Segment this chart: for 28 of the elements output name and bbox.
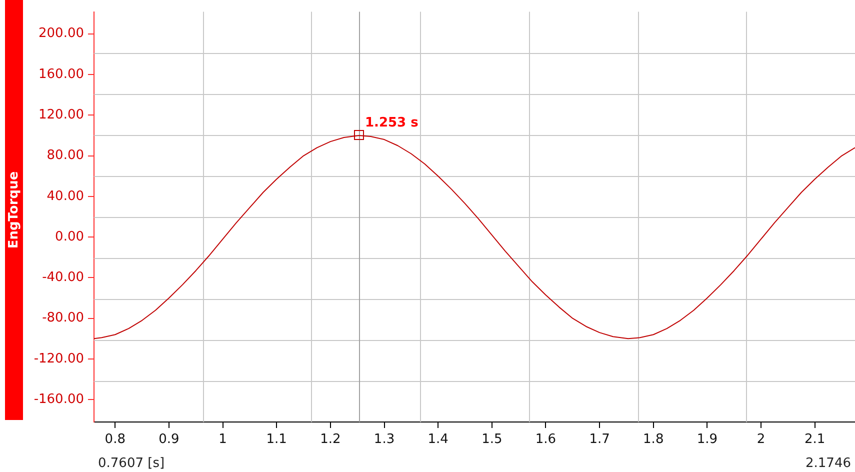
- x-tick-label: 1.1: [266, 432, 287, 448]
- x-tick-label: 1.5: [482, 432, 502, 448]
- x-tick-label: 0.8: [104, 432, 126, 448]
- x-tick-label: 1.8: [643, 432, 664, 448]
- text: 0.7607 [s]: [98, 456, 165, 471]
- x-tick-label: 1.2: [320, 432, 341, 448]
- y-tick-label: 40.00: [46, 188, 84, 204]
- x-tick-label: 0.9: [158, 432, 180, 448]
- text: 2.1746: [806, 456, 851, 471]
- y-tick-label: -160.00: [34, 392, 84, 408]
- y-tick-label: -80.00: [42, 310, 84, 326]
- y-tick-label: 200.00: [38, 26, 84, 42]
- x-tick-label: 1: [218, 432, 227, 448]
- y-tick-label: -40.00: [42, 270, 84, 286]
- y-tick-label: 120.00: [38, 108, 84, 123]
- y-tick-label: 80.00: [46, 148, 84, 164]
- x-tick-label: 1.6: [535, 432, 556, 448]
- x-tick-label: 2.1: [804, 432, 826, 448]
- x-tick-label: 1.4: [428, 432, 448, 448]
- y-axis-title: EngTorque: [6, 171, 22, 249]
- y-tick-label: 160.00: [38, 66, 84, 82]
- annotation: 1.253 s: [364, 115, 419, 130]
- x-tick-label: 1.9: [696, 432, 718, 448]
- x-tick-label: 1.3: [374, 432, 395, 448]
- x-tick-label: 2: [756, 432, 766, 448]
- y-tick-label: 0.00: [55, 229, 84, 244]
- x-tick-label: 1.7: [589, 432, 610, 448]
- y-tick-label: -120.00: [34, 351, 84, 366]
